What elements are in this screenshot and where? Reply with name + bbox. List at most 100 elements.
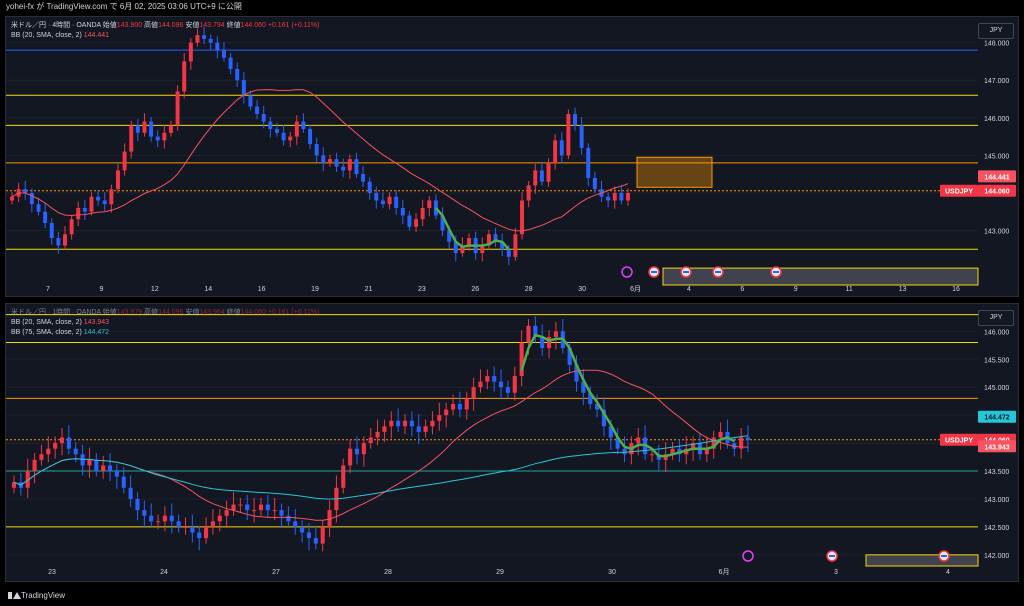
candle-body [63,234,67,246]
ohlc-legend-1h: 米ドル／円 · 1時間 · OANDA 始値143.979 高値144.096 … [11,308,320,317]
chart-panel-4h[interactable]: 143.000144.000145.000146.000147.000148.0… [5,16,1019,297]
candle-body [279,510,284,516]
symbol-price-label-bg [940,184,978,197]
flag-stripe-icon [773,271,779,273]
y-tick-label: 146.000 [984,329,1009,336]
legend-close-label: 終値 [224,22,241,29]
candle-body [321,155,326,163]
last-price-label-bg [978,184,1016,197]
candle-body [649,454,655,456]
candle-body [400,207,405,216]
economic-event-icon [742,550,754,562]
candle-body [704,448,709,455]
candle-body [39,454,44,460]
candle-body [188,42,193,62]
bb20-legend-label: BB (20, SMA, close, 2) [11,319,82,326]
candle-body [513,234,518,257]
candle-body [183,526,188,528]
chart-canvas-1h[interactable]: 142.000142.500143.000143.500144.000144.5… [6,304,1018,581]
candle-body [121,476,126,488]
candle-body [427,200,432,208]
candle-body [202,35,207,39]
y-tick-label: 142.500 [984,525,1009,532]
candle-body [208,38,213,43]
x-tick-label: 13 [899,286,907,293]
legend-low: 143.794 [199,22,225,29]
candle-body [485,376,490,382]
target-zone-gray [662,267,979,286]
candle-body [670,448,675,455]
candle-body [294,121,299,137]
candle-body [175,91,180,126]
candle-body [221,50,226,58]
legend-change: +0.161 (+0.11%) [267,309,320,316]
candle-body [559,140,564,156]
currency-button[interactable]: JPY [978,23,1014,39]
x-tick-label: 14 [204,286,212,293]
x-tick-label: 26 [471,286,479,293]
candle-body [73,448,78,455]
y-tick-label: 143.500 [984,469,1009,476]
candle-body [380,200,385,205]
x-tick-label: 28 [384,569,392,576]
bb75-legend-1h: BB (75, SMA, close, 2) 144.472 [11,328,109,337]
legend-change: +0.161 (+0.11%) [267,22,320,29]
candle-body [367,181,372,193]
candle-body [606,196,611,201]
candle-body [274,129,279,133]
candle-body [592,177,597,190]
legend-low: 143.964 [199,309,225,316]
candle-body [567,348,572,365]
bb20-price-label: 143.943 [984,444,1009,451]
candle-body [444,409,449,416]
candle-body [320,526,325,544]
legend-high: 144.096 [158,22,184,29]
candle-body [619,192,624,201]
chart-canvas-4h[interactable]: 143.000144.000145.000146.000147.000148.0… [6,17,1018,296]
green-wave-annotation [434,207,510,251]
candle-body [10,196,14,201]
candle-body [341,465,346,488]
candle-body [149,121,154,137]
chart-panel-1h[interactable]: 142.000142.500143.000143.500144.000144.5… [5,303,1019,582]
candle-body [314,144,319,156]
candle-body [579,125,584,148]
candle-body [457,403,462,410]
candle-body [374,192,379,201]
legend-close: 144.060 [240,22,266,29]
candle-body [506,249,511,257]
candle-body [43,211,48,224]
candle-body [626,192,630,201]
candle-body [66,437,71,449]
candle-body [407,215,412,227]
candle-body [622,448,627,455]
flag-stripe-icon [651,271,657,273]
candle-body [327,159,332,163]
candle-body [409,420,414,427]
candle-body [354,159,359,175]
candle-body [176,521,181,527]
x-tick-label: 9 [99,286,103,293]
symbol-price-label: USDJPY [945,189,973,196]
candle-body [301,121,306,130]
legend-close-label: 終値 [224,309,241,316]
candle-body [306,532,312,539]
candle-body [182,61,187,92]
target-zone-orange [636,156,713,188]
candle-body [265,504,270,511]
bb75-legend-label: BB (75, SMA, close, 2) [11,329,82,336]
candle-body [691,443,696,449]
candle-body [498,381,504,388]
candle-body [354,448,360,455]
x-tick-label: 6 [740,286,744,293]
x-tick-label: 23 [48,569,56,576]
candle-body [168,125,173,133]
flag-stripe-icon [683,271,689,273]
candle-body [308,129,313,145]
candle-body [492,376,497,382]
candle-body [135,125,140,133]
candle-body [745,437,751,440]
currency-button[interactable]: JPY [978,310,1014,326]
candle-body [447,230,452,242]
candle-body [80,454,85,466]
